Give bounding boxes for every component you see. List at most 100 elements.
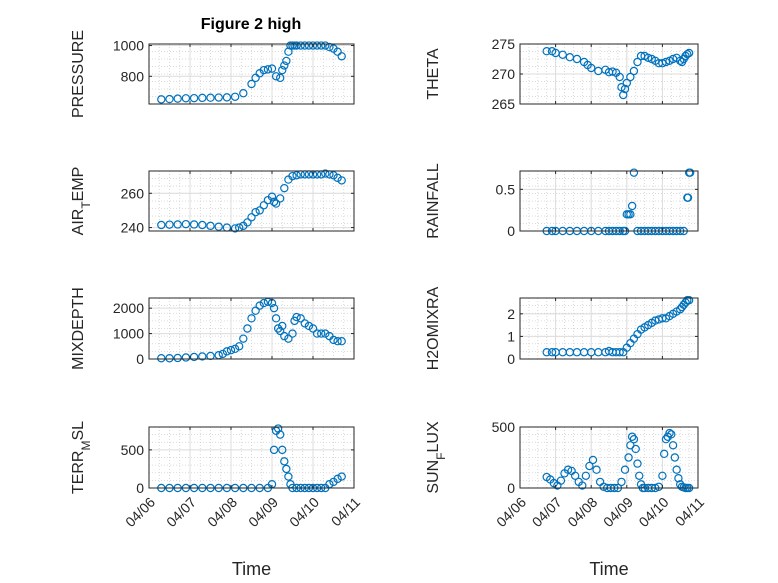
data-point <box>622 78 632 88</box>
grid <box>148 43 355 105</box>
data-point <box>278 445 287 455</box>
data-point <box>542 47 551 56</box>
data-point <box>255 206 264 215</box>
subplot-8: 0 500 04/06 04/07 04/08 04/09 04/10 04/11 Time SU… <box>425 419 707 579</box>
grid <box>148 426 355 489</box>
data-point <box>181 94 191 103</box>
y-tick-label: 275 <box>492 36 516 52</box>
series-markers <box>542 296 694 357</box>
x-axis-label: Time <box>589 559 628 579</box>
data-point <box>173 220 182 229</box>
subplot-4: 0 0.5 RAINFALL <box>425 163 699 239</box>
data-point <box>206 93 215 102</box>
data-point <box>269 445 279 455</box>
data-point <box>259 65 268 75</box>
data-point <box>206 221 215 231</box>
data-point <box>620 84 630 94</box>
data-point <box>284 472 293 481</box>
data-point <box>635 471 644 480</box>
subplot-3: 240 260 AIRTEMP <box>70 167 355 236</box>
data-point <box>206 351 215 361</box>
series-markers <box>157 169 346 233</box>
data-point <box>329 171 338 180</box>
x-axis-label: Time <box>232 559 271 579</box>
y-tick-label: 260 <box>121 185 145 201</box>
x-tick-label: 04/11 <box>672 494 708 530</box>
y-tick-label: 500 <box>492 419 516 435</box>
y-axis-label: MIXDEPTH <box>70 287 87 370</box>
data-point <box>321 169 330 178</box>
data-point <box>222 347 232 356</box>
subplot-6: 0 1 2 H2OMIXRA <box>425 286 699 370</box>
data-point <box>629 168 639 177</box>
data-point <box>542 348 551 357</box>
data-point <box>251 73 260 83</box>
data-point <box>329 335 338 345</box>
data-point <box>214 93 223 102</box>
data-point <box>271 314 281 323</box>
data-point <box>668 441 678 450</box>
x-tick-label: 04/11 <box>328 494 364 530</box>
data-point <box>292 171 301 180</box>
data-point <box>333 337 342 346</box>
data-point <box>222 93 232 102</box>
data-point <box>157 354 166 363</box>
data-point <box>288 329 297 338</box>
data-point <box>587 63 596 73</box>
data-point <box>581 471 591 480</box>
data-point <box>592 465 601 474</box>
data-point <box>665 428 674 438</box>
data-point <box>292 312 301 322</box>
data-point <box>661 57 671 67</box>
data-point <box>173 353 182 363</box>
y-tick-label: 0 <box>136 351 144 367</box>
axes-box <box>148 426 355 489</box>
data-point <box>308 41 318 50</box>
data-point <box>234 342 244 351</box>
data-point <box>312 329 322 338</box>
data-point <box>556 476 566 485</box>
data-point <box>304 321 314 331</box>
data-point <box>284 334 293 343</box>
data-point <box>165 220 174 229</box>
data-point <box>626 210 635 219</box>
data-point <box>337 337 346 346</box>
axes-box <box>148 43 355 105</box>
data-point <box>269 303 279 313</box>
data-point <box>661 435 671 444</box>
data-point <box>198 93 207 103</box>
y-axis-label: TERRMSL <box>70 421 93 494</box>
grid <box>519 43 699 105</box>
axes-box <box>148 297 355 360</box>
data-point <box>280 61 289 70</box>
data-point <box>658 471 667 480</box>
data-point <box>624 453 633 462</box>
data-point <box>198 352 207 361</box>
data-point <box>317 41 326 50</box>
data-point <box>267 64 277 73</box>
data-point <box>333 47 342 56</box>
y-tick-label: 270 <box>492 66 516 82</box>
data-point <box>321 329 330 338</box>
data-point <box>173 94 182 103</box>
subplot-2: 265 270 275 THETA <box>425 36 699 112</box>
data-point <box>615 72 624 82</box>
axes-box <box>519 297 699 360</box>
data-point <box>230 344 240 354</box>
data-point <box>181 353 191 362</box>
axes-box <box>519 170 699 232</box>
x-tick-label: 04/07 <box>163 494 199 530</box>
data-point <box>214 222 223 231</box>
subplot-5: 0 1000 2000 MIXDEPTH <box>70 287 355 370</box>
data-point <box>627 432 637 441</box>
data-point <box>333 173 342 183</box>
data-point <box>243 218 252 227</box>
data-point <box>259 201 268 210</box>
data-point <box>296 314 305 323</box>
subplot-7: 0 500 04/06 04/07 04/08 04/09 04/10 04/11 Time TE… <box>70 421 363 579</box>
y-tick-label: 800 <box>121 68 145 84</box>
x-tick-label: 04/06 <box>122 494 158 530</box>
data-point <box>271 72 281 81</box>
data-point <box>643 53 653 63</box>
